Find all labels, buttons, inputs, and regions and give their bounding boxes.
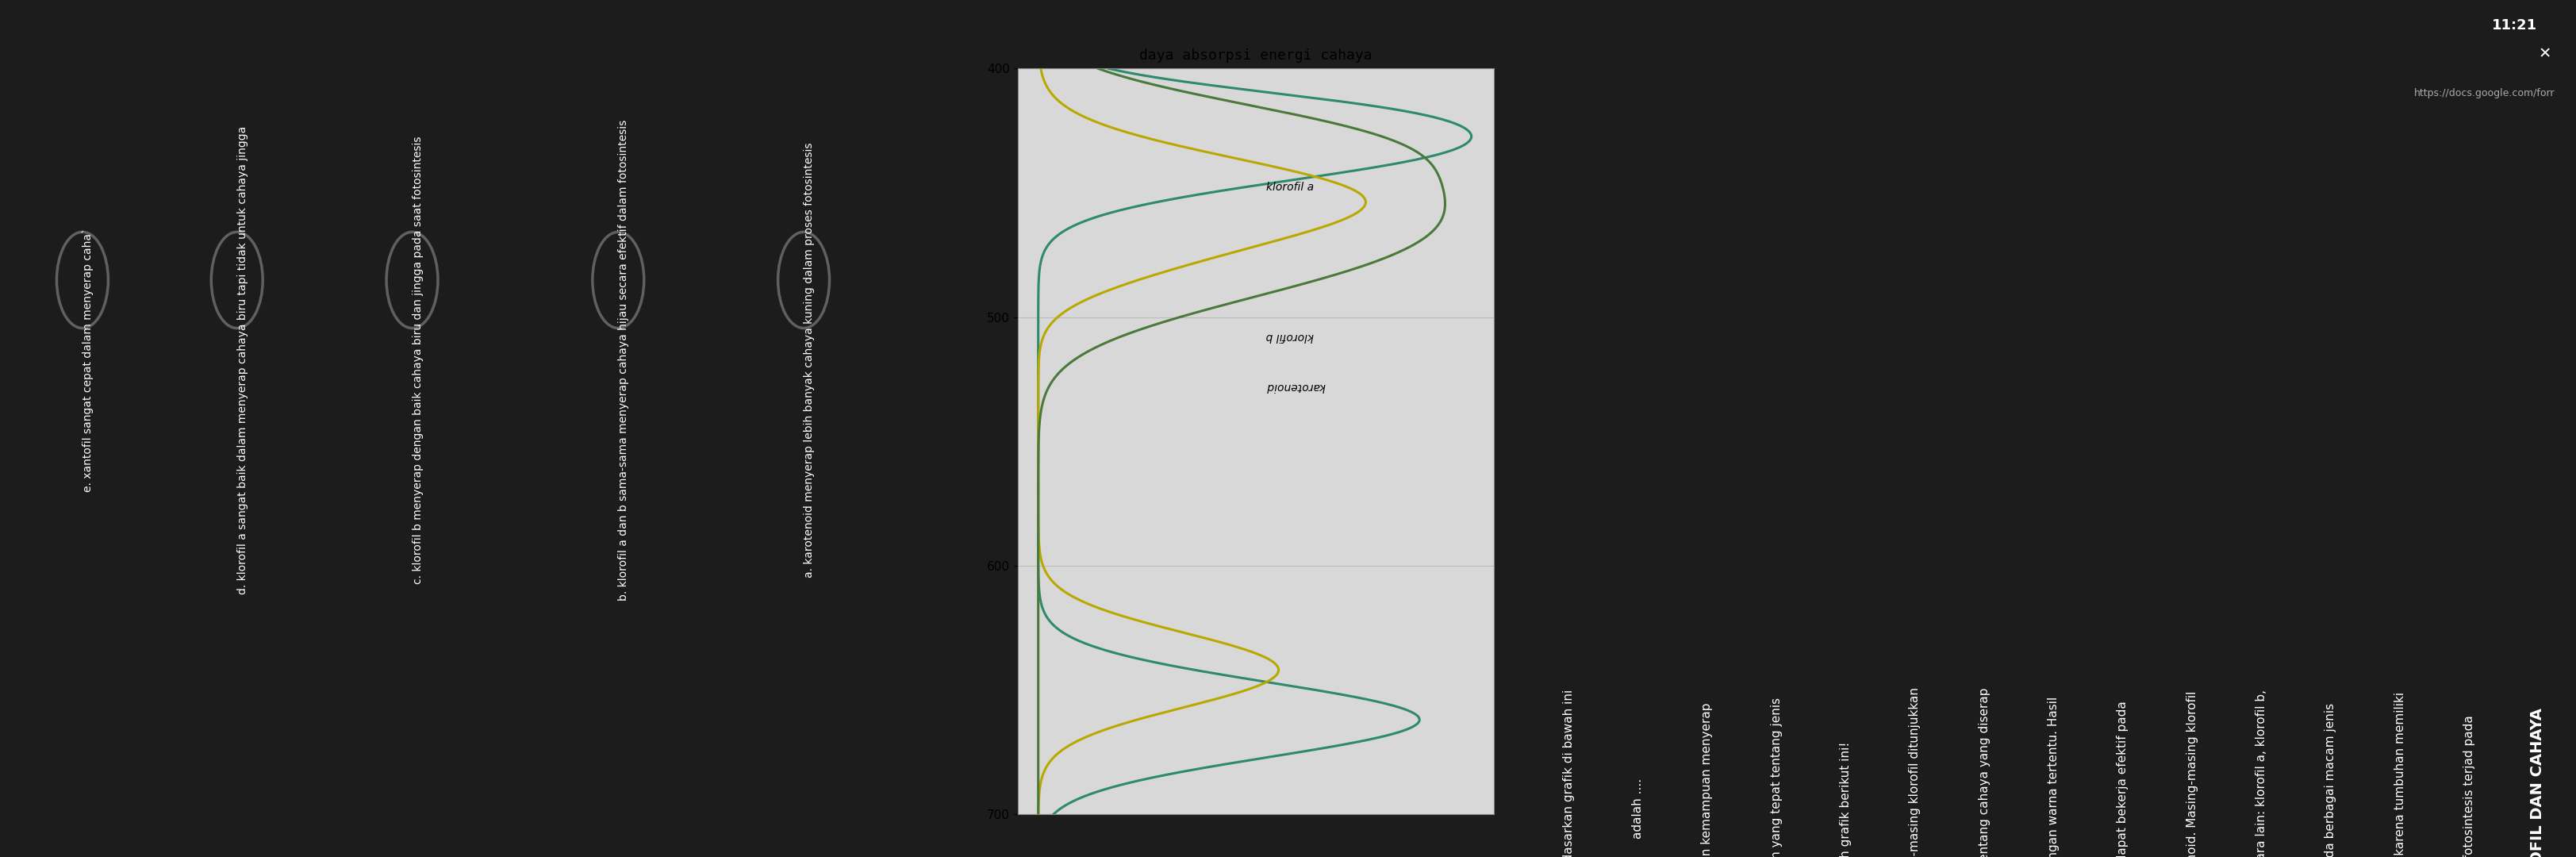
Text: d. klorofil a sangat baik dalam menyerap cahaya biru tapi tidak untuk cahaya jin: d. klorofil a sangat baik dalam menyerap… — [237, 126, 247, 595]
Text: 11:21: 11:21 — [2491, 18, 2537, 33]
Text: klorofil dan kemampuan menyerap: klorofil dan kemampuan menyerap — [1700, 703, 1713, 857]
Text: oleh masing-masing klorofil ditunjukkan: oleh masing-masing klorofil ditunjukkan — [1909, 687, 1922, 857]
Text: b. klorofil a dan b sama-sama menyerap cahaya hijau secara efektif dalam fotosin: b. klorofil a dan b sama-sama menyerap c… — [618, 120, 629, 601]
Text: Pernyataan yang tepat tentang jenis: Pernyataan yang tepat tentang jenis — [1770, 698, 1783, 857]
Text: klorofil a: klorofil a — [1267, 182, 1314, 193]
Text: dan karotenoid. Masing-masing klorofil: dan karotenoid. Masing-masing klorofil — [2187, 691, 2197, 857]
Text: cahaya berdasarkan grafik di bawah ini: cahaya berdasarkan grafik di bawah ini — [1564, 689, 1574, 857]
Text: cahaya dengan warna tertentu. Hasil: cahaya dengan warna tertentu. Hasil — [2048, 696, 2061, 857]
Text: tersebut dapat bekerja efektif pada: tersebut dapat bekerja efektif pada — [2117, 701, 2128, 857]
Text: https://docs.google.com/forr: https://docs.google.com/forr — [2414, 87, 2555, 98]
Text: klorofil b: klorofil b — [1267, 331, 1314, 342]
Text: klorofil, antara lain: klorofil a, klorofil b,: klorofil, antara lain: klorofil a, kloro… — [2257, 690, 2267, 857]
Text: a. karotenoid menyerap lebih banyak cahaya kuning dalam proses fotosintesis: a. karotenoid menyerap lebih banyak caha… — [804, 142, 814, 578]
Text: karotenoid: karotenoid — [1267, 381, 1327, 392]
Text: adalah ....: adalah .... — [1631, 779, 1643, 839]
Text: tumbuhan, karena tumbuhan memiliki: tumbuhan, karena tumbuhan memiliki — [2393, 692, 2406, 857]
Text: oleh grafik berikut ini!: oleh grafik berikut ini! — [1839, 741, 1852, 857]
Title: daya absorpsi energi cahaya: daya absorpsi energi cahaya — [1139, 49, 1373, 63]
Text: ✕: ✕ — [2537, 46, 2550, 61]
Text: Proses fotosintesis terjad pada: Proses fotosintesis terjad pada — [2463, 716, 2476, 857]
Text: KLOROFIL DAN CAHAYA: KLOROFIL DAN CAHAYA — [2530, 708, 2545, 857]
Text: c. klorofil b menyerap dengan baik cahaya biru dan jingga pada saat fotosintesis: c. klorofil b menyerap dengan baik cahay… — [412, 136, 422, 584]
Text: e. xantofil sangat cepat dalam menyerap caha`: e. xantofil sangat cepat dalam menyerap … — [82, 228, 93, 492]
Text: penelitian tentang cahaya yang diserap: penelitian tentang cahaya yang diserap — [1978, 687, 1991, 857]
Text: klorofil. Ada berbagai macam jenis: klorofil. Ada berbagai macam jenis — [2326, 704, 2336, 857]
